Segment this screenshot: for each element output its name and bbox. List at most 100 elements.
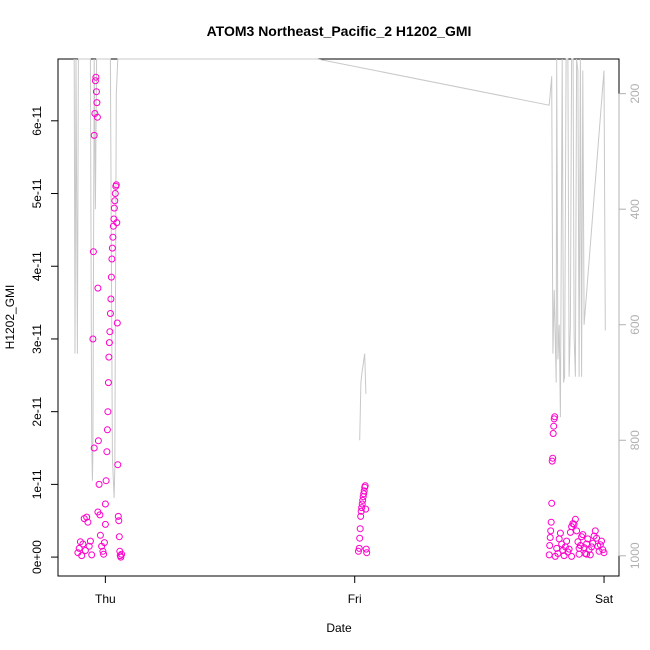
data-point [92, 88, 100, 96]
data-point [598, 537, 605, 545]
y-axis: 0e+00 1e-11 2e-11 3e-11 4e-11 5e-11 6e-11 [30, 106, 59, 574]
data-point [115, 533, 123, 541]
data-point [105, 339, 113, 347]
data-point [575, 550, 583, 558]
x-tick-label: Thu [95, 592, 116, 606]
data-point [110, 204, 118, 212]
data-point [105, 353, 113, 361]
data-point [600, 549, 608, 557]
data-point [112, 181, 120, 189]
data-point [104, 379, 112, 387]
data-point [75, 544, 83, 552]
data-point [560, 552, 568, 560]
data-point [363, 549, 371, 557]
y-tick-label: 1e-11 [30, 469, 44, 499]
data-point [545, 551, 553, 559]
data-point [361, 482, 369, 490]
data-point [549, 430, 557, 437]
data-point [360, 490, 368, 498]
data-point [101, 520, 109, 528]
data-point [96, 531, 104, 539]
data-point [79, 540, 87, 548]
data-point [571, 515, 579, 523]
chart-title: ATOM3 Northeast_Pacific_2 H1202_GMI [207, 23, 472, 39]
data-point [554, 550, 562, 557]
data-point [101, 500, 109, 508]
data-point [595, 547, 603, 555]
data-point [99, 547, 107, 555]
y-tick-label: 2e-11 [30, 396, 44, 426]
y-axis-label: H1202_GMI [3, 285, 17, 350]
x-axis: Thu Fri Sat [95, 575, 614, 606]
data-point [89, 248, 97, 256]
data-point [548, 457, 556, 465]
data-point [113, 319, 121, 327]
data-point [355, 544, 363, 552]
data-point [94, 284, 102, 292]
data-point [579, 531, 587, 539]
pressure-line-1 [73, 58, 606, 499]
y2-tick-label: 1000 [628, 542, 642, 569]
data-point [550, 422, 558, 430]
data-point [108, 255, 116, 263]
data-point [106, 328, 114, 336]
y-tick-label: 6e-11 [30, 106, 44, 136]
data-point [570, 520, 578, 528]
plot-frame [57, 58, 620, 577]
data-point [114, 461, 122, 469]
y-tick-label: 0e+00 [30, 540, 44, 574]
y2-tick-label: 400 [628, 199, 642, 219]
data-point [547, 527, 555, 535]
data-point [358, 504, 366, 512]
data-point [547, 518, 555, 526]
data-point [93, 99, 101, 107]
data-point [92, 73, 100, 81]
data-point [107, 273, 115, 281]
data-point [102, 477, 110, 485]
scatter-points [74, 73, 608, 561]
pressure-lines [73, 58, 606, 499]
secondary-y-axis: 200 400 600 800 1000 [618, 83, 642, 569]
data-point [104, 408, 112, 416]
data-point [583, 550, 591, 558]
data-point [584, 535, 592, 543]
data-point [591, 527, 599, 535]
data-point [360, 487, 368, 495]
data-point [88, 551, 96, 559]
data-point [359, 496, 367, 504]
data-point [114, 512, 122, 520]
data-point [354, 547, 362, 555]
y-tick-label: 3e-11 [30, 324, 44, 354]
x-axis-label: Date [326, 621, 352, 635]
y-tick-label: 4e-11 [30, 251, 44, 281]
data-point [586, 551, 594, 559]
pressure-line-2 [359, 353, 367, 441]
x-tick-label: Fri [348, 592, 362, 606]
data-point [549, 454, 557, 462]
data-point [106, 310, 114, 317]
data-point [109, 233, 117, 241]
x-tick-label: Sat [595, 592, 614, 606]
data-point [113, 219, 121, 227]
data-point [91, 77, 99, 85]
y2-tick-label: 200 [628, 83, 642, 103]
data-point [546, 542, 554, 549]
data-point [357, 512, 365, 520]
y2-tick-label: 600 [628, 314, 642, 334]
data-point [356, 525, 364, 533]
data-point [115, 517, 123, 525]
data-point [566, 528, 574, 536]
data-point [108, 244, 116, 252]
data-point [81, 547, 89, 554]
y-tick-label: 5e-11 [30, 178, 44, 208]
data-point [358, 500, 366, 508]
data-point [573, 527, 581, 535]
data-point [95, 480, 103, 488]
data-point [563, 537, 571, 545]
data-point [589, 539, 597, 547]
data-point [546, 534, 554, 541]
data-point [94, 508, 102, 516]
data-point [93, 113, 101, 121]
data-point [575, 544, 583, 552]
data-point [94, 437, 102, 445]
